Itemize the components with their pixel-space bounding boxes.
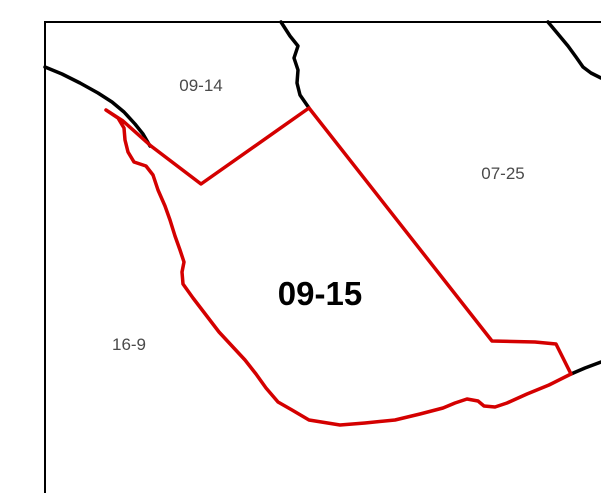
neighbor-label-north: 09-14 (179, 76, 222, 95)
map-frame (44, 21, 601, 493)
boundary-line-northeast (546, 20, 601, 80)
selected-parcel-label[interactable]: 09-15 (278, 275, 362, 312)
boundary-line-west (43, 65, 152, 148)
boundary-line-north (279, 20, 311, 110)
selected-parcel-outline[interactable] (104, 106, 573, 427)
neighbor-label-east: 07-25 (481, 164, 524, 183)
neighbor-label-west: 16-9 (112, 335, 146, 354)
boundary-line-southeast (569, 360, 601, 376)
